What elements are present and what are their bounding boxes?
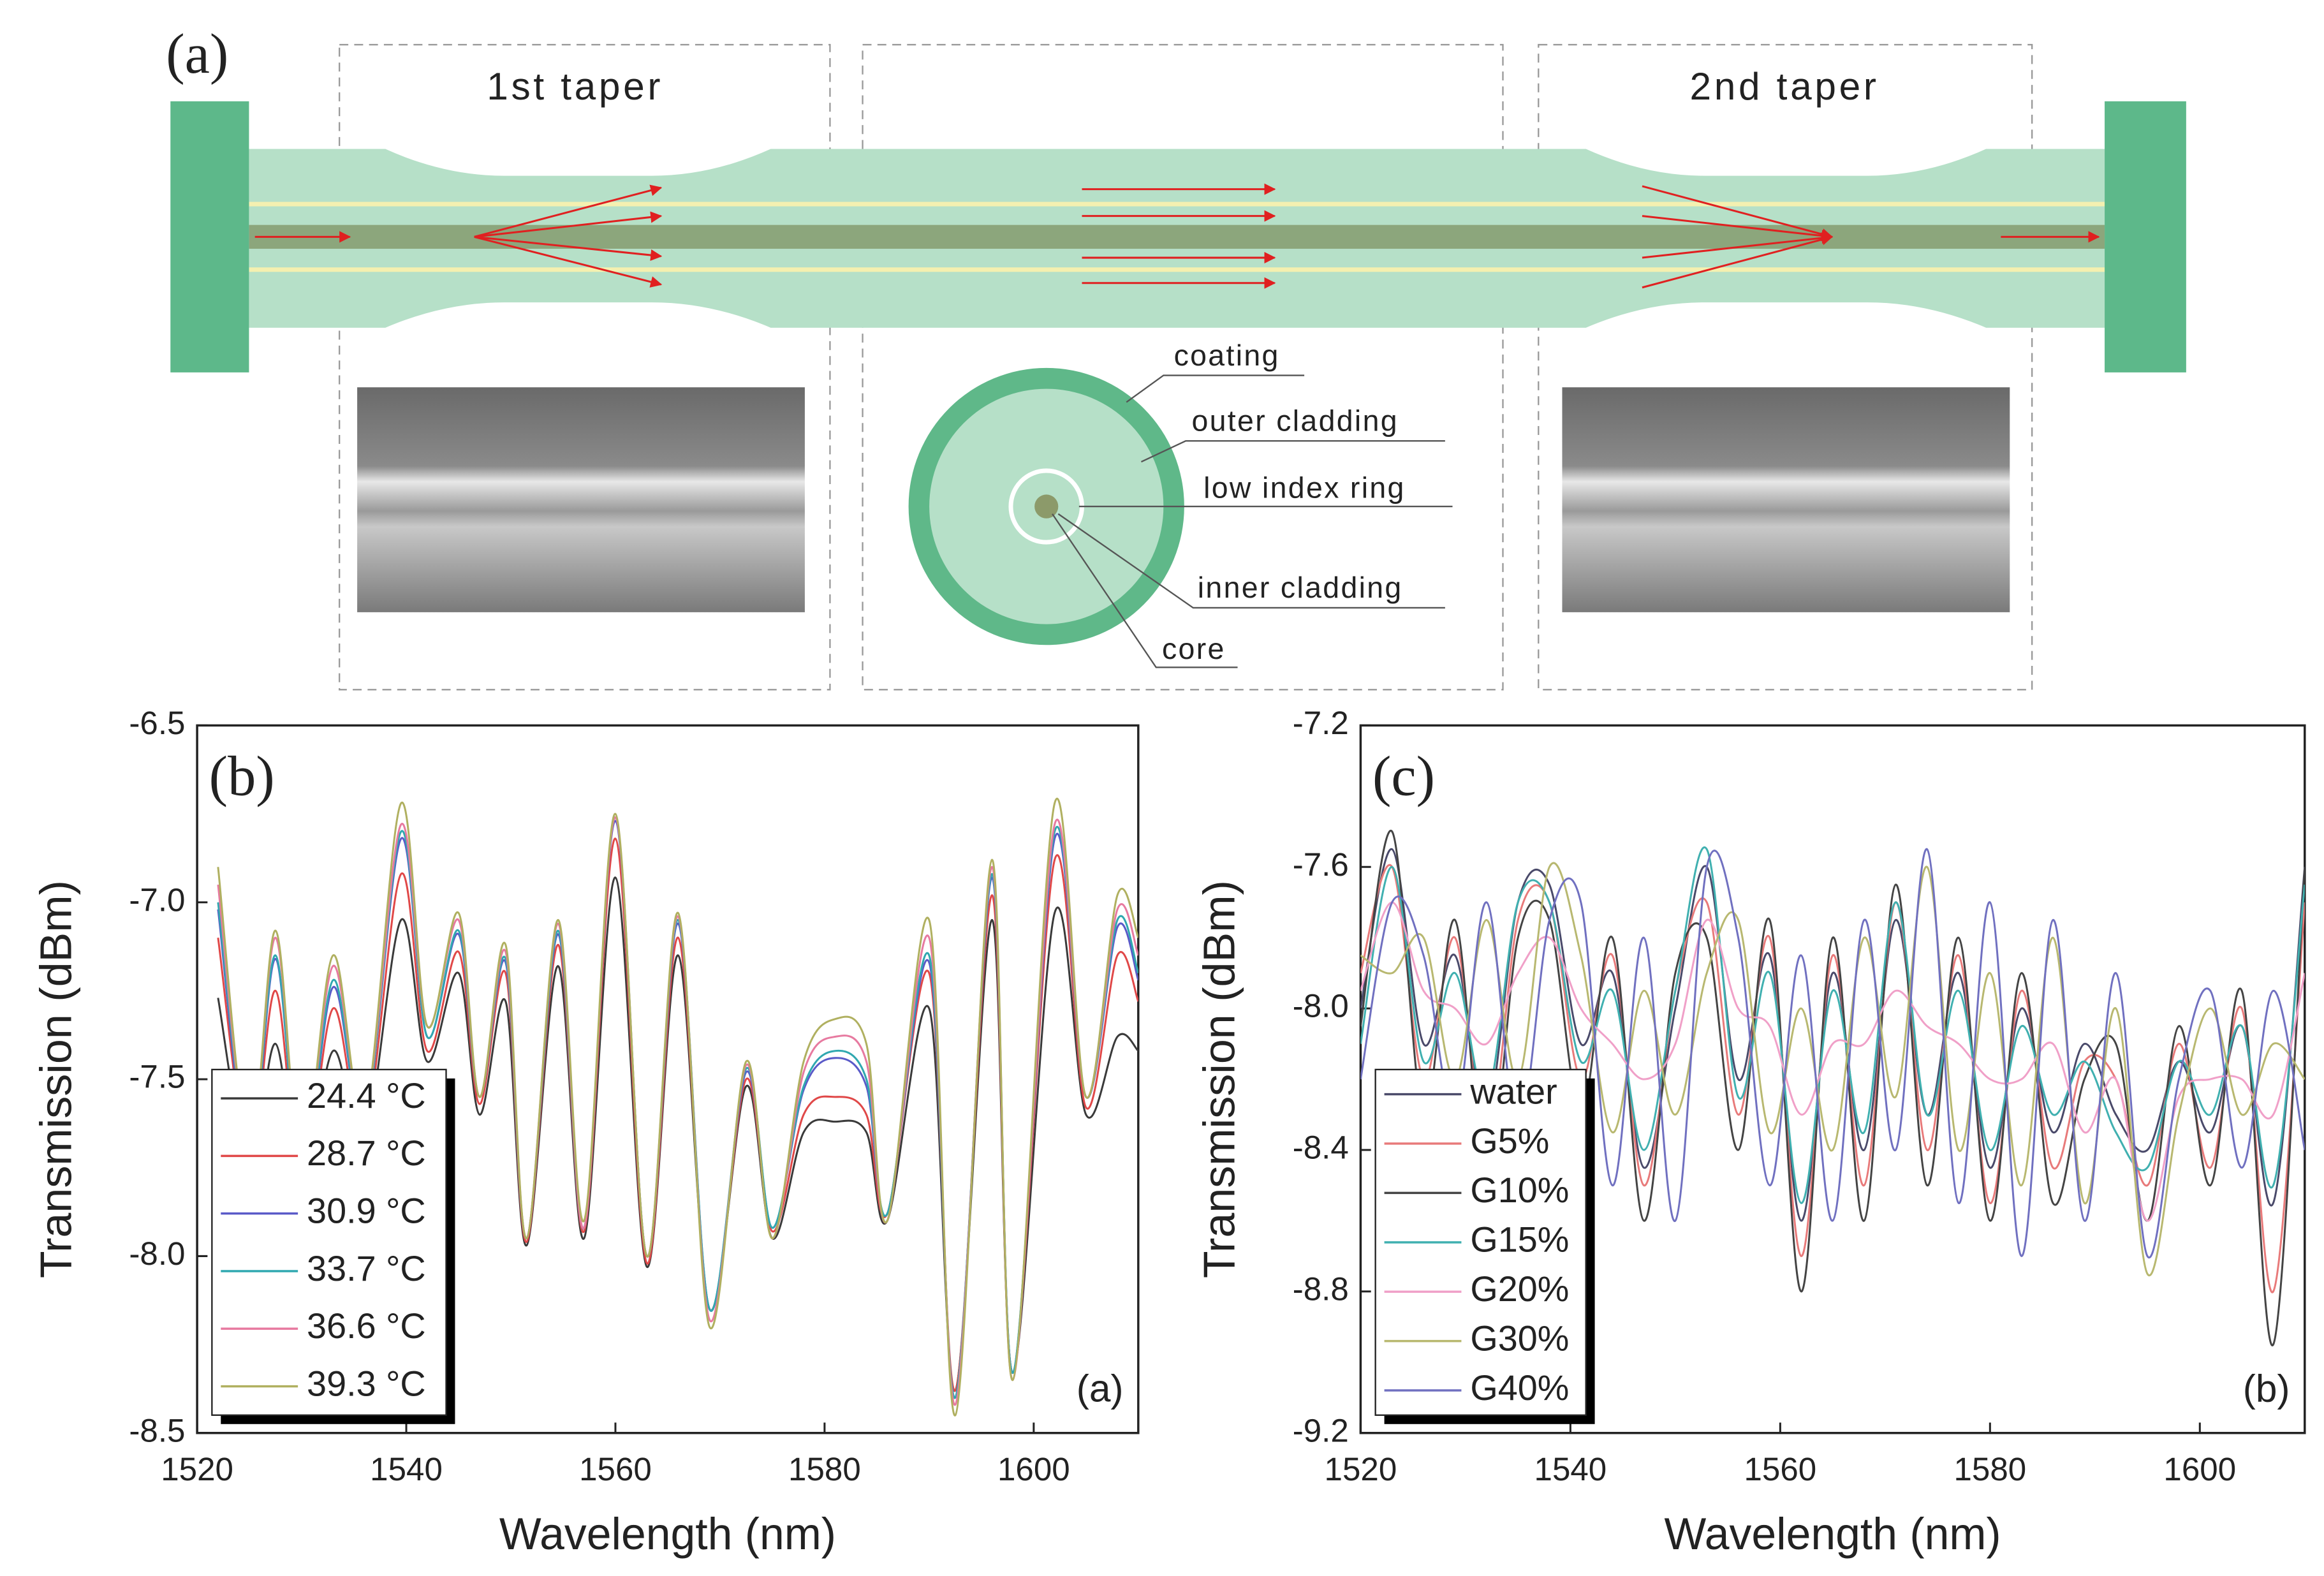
taper-label: 1st taper	[487, 64, 663, 108]
x-axis-title: Wavelength (nm)	[1665, 1509, 2001, 1559]
panel-label: (c)	[1372, 745, 1435, 807]
x-tick-label: 1560	[1744, 1451, 1816, 1487]
leader-lines	[1052, 374, 1453, 668]
taper-box	[339, 43, 831, 691]
fiber-end	[2105, 101, 2186, 372]
diagram: (a) 1st taper 2nd taper	[166, 23, 2186, 691]
y-tick-label: -8.8	[1293, 1270, 1349, 1307]
light-arrows	[254, 183, 2100, 289]
y-tick-label: -8.0	[129, 1235, 185, 1272]
series-line	[217, 797, 1138, 1417]
legend-label: G20%	[1470, 1269, 1569, 1309]
y-axis-title: Transmission (dBm)	[1195, 880, 1244, 1278]
chart: 1520 1540 1560 1580 1600 -7.2 -7.6 -8.0 -8.4 -8.8…	[1195, 705, 2306, 1559]
x-tick-label: 1600	[997, 1451, 1070, 1487]
legend-box	[211, 1068, 447, 1416]
middle-box	[862, 43, 1504, 691]
series-line	[1360, 862, 2305, 1277]
layer-label: outer cladding	[1191, 404, 1398, 438]
y-tick-label: -8.0	[1293, 988, 1349, 1024]
x-tick-label: 1580	[1953, 1451, 2026, 1487]
fiber-end	[170, 101, 249, 372]
y-axis-title: Transmission (dBm)	[31, 880, 81, 1278]
series-line	[1360, 830, 2305, 1346]
x-tick-label: 1600	[2163, 1451, 2236, 1487]
y-tick-label: -9.2	[1293, 1412, 1349, 1448]
series-line	[1360, 848, 2305, 1259]
x-tick-label: 1520	[1325, 1451, 1397, 1487]
layer-label: coating	[1174, 339, 1280, 372]
legend-label: 28.7 °C	[307, 1133, 426, 1173]
taper-photo	[357, 387, 805, 612]
series-line	[1360, 864, 2305, 1293]
legend-label: 30.9 °C	[307, 1190, 426, 1230]
taper-label: 2nd taper	[1690, 64, 1879, 108]
layer-label: core	[1162, 632, 1226, 665]
panel-label: (a)	[166, 23, 228, 85]
y-tick-label: -6.5	[129, 705, 185, 741]
layer-label: low index ring	[1203, 471, 1406, 504]
legend-label: 39.3 °C	[307, 1363, 426, 1403]
taper-photo	[1562, 387, 2010, 612]
legend-label: G15%	[1470, 1219, 1569, 1260]
legend-label: 36.6 °C	[307, 1306, 426, 1346]
series-line	[1360, 846, 2305, 1204]
y-tick-label: -8.5	[129, 1412, 185, 1448]
chart: 1520 1540 1560 1580 1600 -6.5 -7.0 -7.5 -8.0 -8.5…	[31, 705, 1140, 1559]
legend-label: G40%	[1470, 1367, 1569, 1408]
x-axis-title: Wavelength (nm)	[499, 1509, 836, 1559]
legend-label: G30%	[1470, 1318, 1569, 1358]
y-tick-label: -8.4	[1293, 1129, 1349, 1165]
panel-annotation: (a)	[1077, 1366, 1124, 1410]
panel-annotation: (b)	[2243, 1366, 2290, 1410]
taper-box	[1538, 43, 2033, 691]
y-tick-label: -7.6	[1293, 846, 1349, 883]
x-tick-label: 1540	[1534, 1451, 1607, 1487]
x-tick-label: 1580	[788, 1451, 861, 1487]
layer-label: inner cladding	[1198, 571, 1403, 604]
legend-label: 24.4 °C	[307, 1075, 426, 1116]
x-tick-label: 1560	[579, 1451, 652, 1487]
legend-label: 33.7 °C	[307, 1248, 426, 1288]
core-circle	[1034, 494, 1059, 519]
y-tick-label: -7.2	[1293, 705, 1349, 741]
y-tick-label: -7.5	[129, 1059, 185, 1095]
series-line	[1360, 901, 2305, 1222]
legend-label: G5%	[1470, 1121, 1549, 1161]
y-tick-label: -7.0	[129, 881, 185, 918]
x-tick-label: 1540	[370, 1451, 443, 1487]
x-tick-label: 1520	[161, 1451, 233, 1487]
legend-label: G10%	[1470, 1170, 1569, 1210]
panel-label: (b)	[209, 745, 275, 807]
legend-label: water	[1469, 1071, 1557, 1111]
